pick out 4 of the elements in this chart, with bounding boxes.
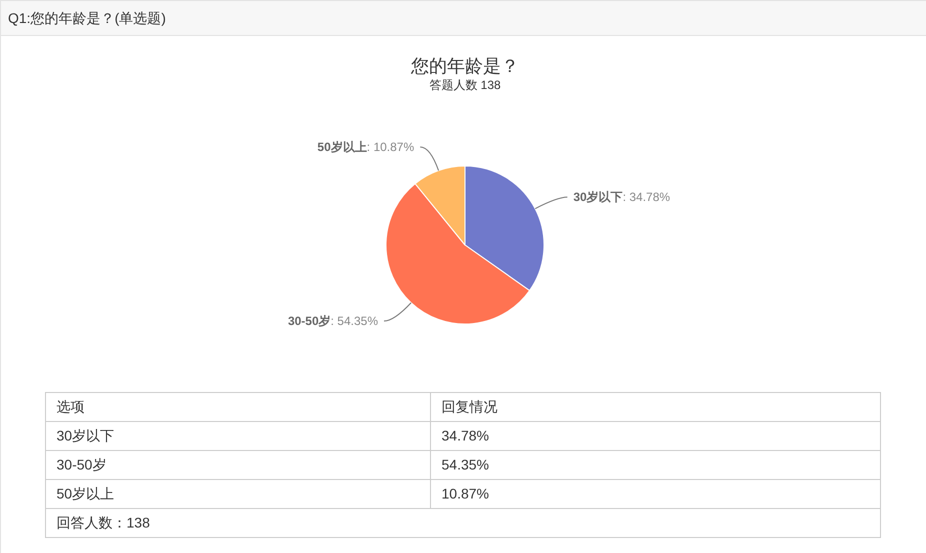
- chart-title: 您的年龄是？: [410, 56, 519, 76]
- chart-subtitle: 答题人数 138: [429, 78, 501, 92]
- text: Q1:您的年龄是？(单选题): [8, 10, 166, 26]
- table: 选项 回复情况 30岁以下 34.78% 30-50岁 54.35% 50岁以上 10.87% 回答人数：138: [45, 392, 881, 538]
